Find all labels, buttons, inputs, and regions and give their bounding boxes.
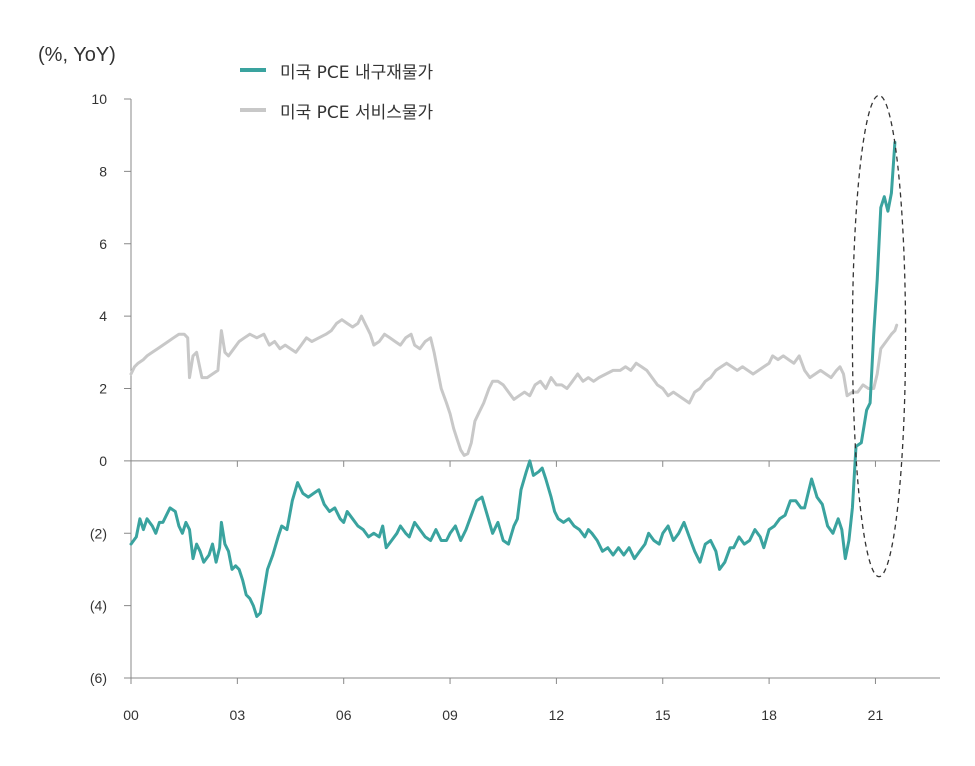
legend-swatch-durable — [240, 68, 266, 72]
y-axis-unit-label: (%, YoY) — [38, 44, 116, 66]
x-tick-label: 00 — [123, 707, 139, 723]
chart-legend: 미국 PCE 내구재물가 미국 PCE 서비스물가 — [240, 50, 433, 130]
x-tick-label: 18 — [761, 707, 777, 723]
legend-item-services: 미국 PCE 서비스물가 — [240, 90, 433, 130]
chart-axes — [130, 99, 940, 679]
y-tick-label: 4 — [99, 308, 107, 324]
y-tick-label: 2 — [99, 381, 107, 397]
series-layer — [129, 140, 899, 618]
y-tick-label: (4) — [90, 598, 107, 614]
y-tick-label: (2) — [90, 525, 107, 541]
y-tick-label: 10 — [91, 91, 107, 107]
y-tick-label: 6 — [99, 236, 107, 252]
y-tick-label: 8 — [99, 163, 107, 179]
x-tick-label: 06 — [336, 707, 352, 723]
y-axis-ticks: 10 8 6 4 2 0 (2) (4) (6) — [90, 91, 131, 686]
y-tick-label: 0 — [99, 453, 107, 469]
series-line-durable-goods — [129, 140, 897, 618]
x-tick-label: 21 — [868, 707, 884, 723]
series-line-services — [129, 314, 899, 457]
legend-item-durable: 미국 PCE 내구재물가 — [240, 50, 433, 90]
x-tick-label: 03 — [230, 707, 246, 723]
legend-label-durable: 미국 PCE 내구재물가 — [280, 62, 434, 83]
y-tick-label: (6) — [90, 670, 107, 686]
annotation-layer — [851, 94, 907, 578]
legend-label-services: 미국 PCE 서비스물가 — [280, 102, 434, 123]
highlight-dashed-ellipse — [851, 94, 907, 578]
legend-swatch-services — [240, 108, 266, 112]
x-tick-label: 15 — [655, 707, 671, 723]
x-tick-label: 09 — [442, 707, 458, 723]
x-axis-ticks: 00 03 06 09 12 15 18 21 — [123, 460, 884, 723]
x-tick-label: 12 — [549, 707, 565, 723]
